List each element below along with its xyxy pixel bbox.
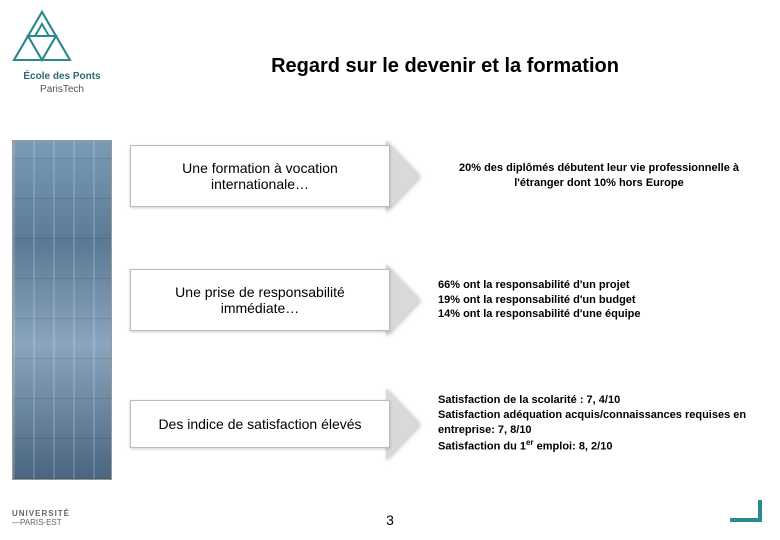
arrow-1-label: Une formation à vocation internationale… bbox=[130, 145, 390, 207]
chevron-right-icon bbox=[386, 140, 420, 212]
row-2-desc: 66% ont la responsabilité d'un projet19%… bbox=[438, 278, 760, 323]
arrow-1: Une formation à vocation internationale… bbox=[130, 140, 420, 212]
page-title: Regard sur le devenir et la formation bbox=[130, 55, 760, 78]
school-logo: École des Ponts ParisTech bbox=[12, 10, 112, 95]
row-1: Une formation à vocation internationale…… bbox=[130, 140, 760, 212]
logo-line2: ParisTech bbox=[12, 84, 112, 95]
arrow-2: Une prise de responsabilité immédiate… bbox=[130, 264, 420, 336]
arrow-3: Des indice de satisfaction élevés bbox=[130, 388, 420, 460]
triangle-icon bbox=[12, 10, 72, 62]
row-3-desc: Satisfaction de la scolarité : 7, 4/10Sa… bbox=[438, 393, 760, 454]
corner-accent bbox=[730, 500, 762, 522]
chevron-right-icon bbox=[386, 388, 420, 460]
row-2: Une prise de responsabilité immédiate… 6… bbox=[130, 264, 760, 336]
chevron-right-icon bbox=[386, 264, 420, 336]
arrow-2-label: Une prise de responsabilité immédiate… bbox=[130, 269, 390, 331]
arrow-3-label: Des indice de satisfaction élevés bbox=[130, 400, 390, 448]
slide: École des Ponts ParisTech Regard sur le … bbox=[0, 0, 780, 540]
footer-logo: UNIVERSITÉ —PARIS-EST bbox=[12, 510, 70, 528]
logo-line1: École des Ponts bbox=[12, 71, 112, 82]
row-3: Des indice de satisfaction élevés Satisf… bbox=[130, 388, 760, 460]
footer-logo-line2: —PARIS-EST bbox=[12, 519, 70, 528]
side-photo bbox=[12, 140, 112, 480]
page-number: 3 bbox=[386, 512, 394, 528]
content-rows: Une formation à vocation internationale…… bbox=[130, 140, 760, 512]
row-1-desc: 20% des diplômés débutent leur vie profe… bbox=[438, 161, 760, 191]
